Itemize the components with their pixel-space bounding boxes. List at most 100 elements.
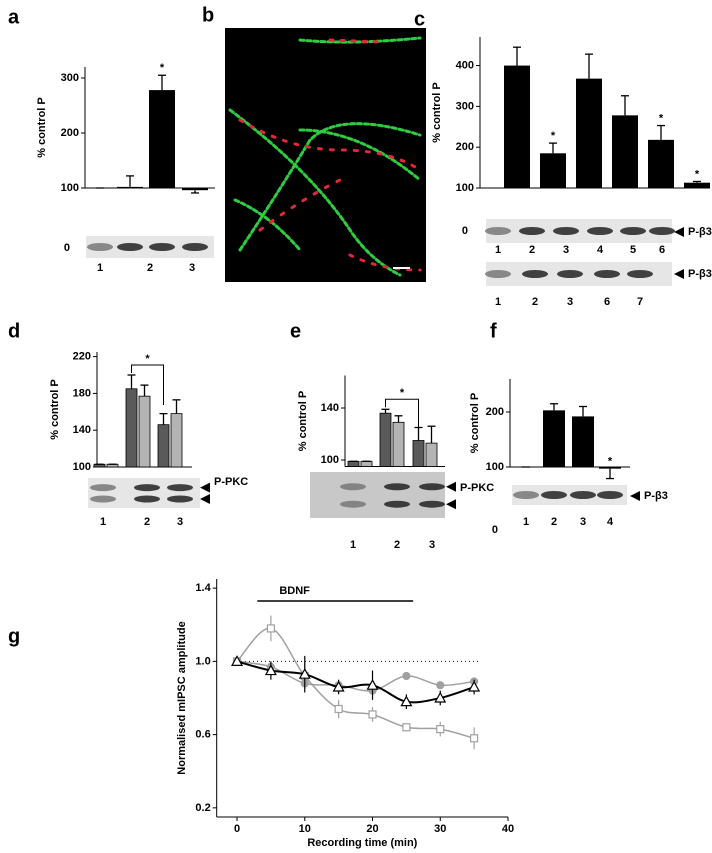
y-axis-label: % control P: [36, 97, 48, 158]
panel-letter: d: [8, 320, 20, 342]
blot-band: [522, 270, 548, 278]
lane-label: 4: [607, 516, 614, 528]
lane-label: 2: [551, 516, 557, 528]
significance: *: [659, 112, 664, 124]
blot-band: [485, 270, 511, 278]
lane-label: 1: [523, 516, 529, 528]
blot: [310, 472, 445, 518]
blot-band: [587, 227, 613, 235]
bar: [412, 440, 425, 467]
blot-band: [90, 484, 116, 492]
y-tick-label: 100: [73, 461, 91, 473]
bar: [149, 90, 175, 188]
y-axis-label: Normalised mIPSC amplitude: [176, 621, 188, 774]
bracket-label: *: [145, 353, 150, 365]
marker: [264, 664, 277, 676]
blot-band: [419, 483, 445, 491]
bar: [612, 115, 638, 188]
lane-label: 3: [429, 539, 435, 551]
marker: [470, 734, 479, 743]
y-tick-label: 220: [73, 351, 91, 363]
bar: [648, 139, 674, 188]
blot-label: P-PKC: [460, 482, 494, 494]
arrow: [200, 482, 210, 493]
marker: [298, 667, 311, 679]
y-tick-label: 100: [456, 182, 474, 194]
marker: [400, 695, 413, 707]
blot-band: [594, 270, 620, 278]
bar: [138, 395, 151, 468]
arrow: [674, 269, 684, 279]
blot-band: [134, 484, 160, 492]
blot-band: [485, 227, 511, 235]
lane-label: 2: [147, 262, 153, 274]
significance: *: [695, 168, 700, 180]
marker: [402, 723, 411, 732]
y-tick-label: 180: [73, 387, 91, 399]
bar: [125, 388, 138, 468]
panel-letter: g: [8, 625, 20, 647]
bar: [360, 460, 373, 467]
lane-label: 2: [529, 244, 535, 256]
blot-band: [553, 227, 579, 235]
blot-band: [134, 495, 160, 503]
treatment-label: BDNF: [279, 585, 310, 597]
blot-label: P-β3: [688, 226, 712, 238]
blot-band: [90, 495, 116, 503]
blot-band: [627, 270, 653, 278]
y-axis-label: % control P: [297, 391, 309, 452]
bar: [379, 412, 392, 467]
blot-band: [149, 243, 175, 251]
panel-letter: a: [8, 6, 20, 28]
marker: [434, 691, 447, 703]
marker: [231, 655, 244, 666]
blot-band: [384, 483, 410, 491]
y-tick-label: 200: [61, 127, 79, 139]
lane-label: 1: [350, 539, 356, 551]
bar: [392, 421, 405, 467]
lane-label: 5: [630, 244, 636, 256]
blot-label: P-β3: [688, 268, 712, 280]
blot-band: [340, 500, 366, 508]
lane-label: 2: [144, 516, 150, 528]
blot-band: [519, 227, 545, 235]
blot-label: P-PKC: [214, 476, 248, 488]
bar: [572, 416, 594, 467]
lane-label: 2: [394, 539, 400, 551]
marker: [468, 680, 481, 692]
bar: [576, 78, 602, 188]
marker: [368, 710, 377, 719]
panel-letter: b: [202, 4, 214, 26]
arrow: [200, 494, 210, 504]
blot-band: [557, 270, 583, 278]
lane-label: 4: [225, 262, 232, 274]
x-tick-label: 20: [366, 823, 378, 835]
x-tick-label: 30: [434, 823, 446, 835]
lane-label: 3: [177, 516, 183, 528]
bar: [157, 424, 170, 468]
y-tick-label: 140: [73, 424, 91, 436]
blot-band: [597, 491, 623, 499]
arrow: [674, 227, 684, 237]
x-tick-label: 0: [234, 823, 240, 835]
y-tick-label: 300: [456, 100, 474, 112]
lane-label: 3: [567, 296, 573, 308]
significance: *: [551, 130, 556, 142]
lane-label: 6: [659, 244, 665, 256]
blot-band: [167, 484, 193, 492]
lane-label: 1: [100, 516, 106, 528]
y-tick-label: 1.4: [195, 582, 211, 594]
blot-band: [384, 500, 410, 508]
blot-band: [87, 243, 113, 251]
y-tick-label: 100: [61, 182, 79, 194]
lane-label: 3: [563, 244, 569, 256]
y-tick-label: 300: [61, 72, 79, 84]
lane-label: 2: [532, 296, 538, 308]
zero-label: 0: [492, 524, 498, 536]
bracket: [131, 364, 164, 405]
lane-label: 1: [495, 244, 501, 256]
marker: [334, 704, 343, 714]
bar: [117, 186, 143, 188]
y-tick-label: 400: [456, 59, 474, 71]
